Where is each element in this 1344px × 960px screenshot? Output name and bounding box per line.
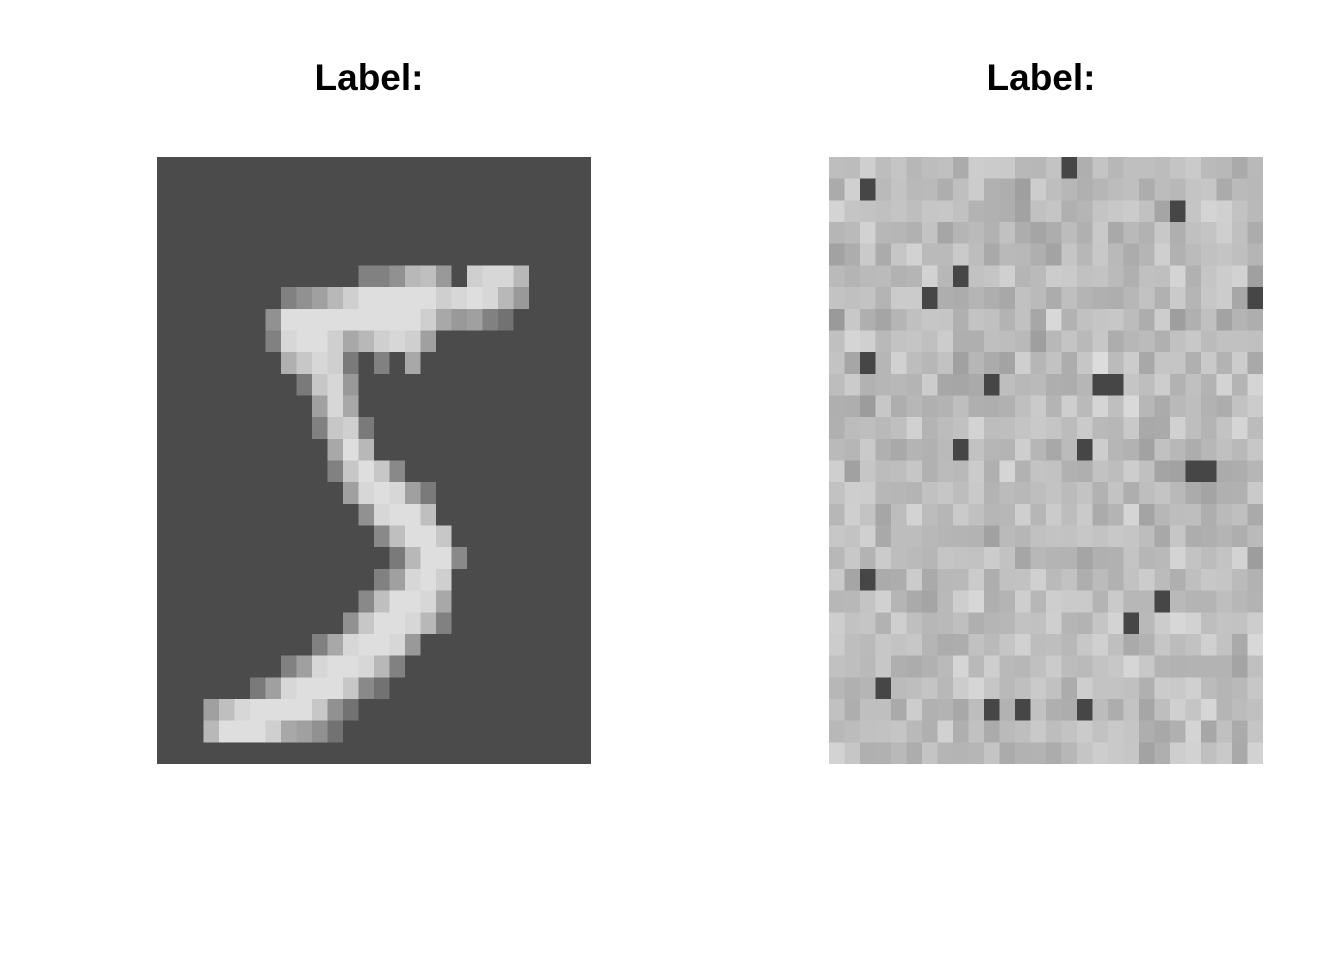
digit-image bbox=[157, 157, 591, 764]
panel-title-left: Label: bbox=[314, 57, 424, 98]
noise-image bbox=[829, 157, 1263, 764]
panel-title-right: Label: bbox=[986, 57, 1096, 98]
